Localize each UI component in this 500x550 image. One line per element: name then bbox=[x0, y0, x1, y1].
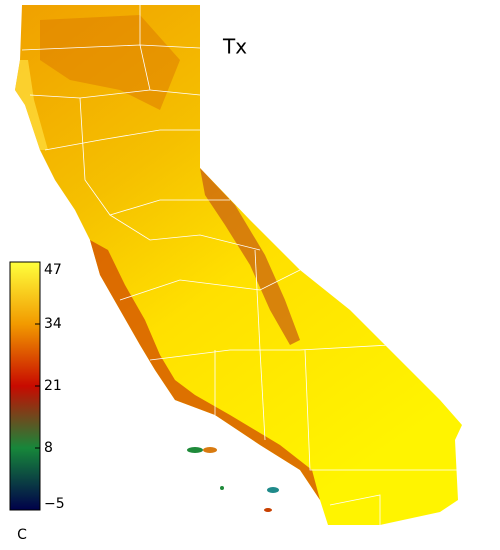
colorbar-tick-label: 21 bbox=[44, 378, 62, 394]
island bbox=[203, 447, 217, 453]
colorbar-tick-label: 47 bbox=[44, 262, 62, 278]
california bbox=[15, 5, 462, 525]
state-shape bbox=[15, 5, 462, 525]
county-line bbox=[44, 129, 200, 151]
colorbar-tick-label: 34 bbox=[44, 316, 62, 332]
colorbar: 47 34 21 8 −5 bbox=[9, 261, 65, 512]
map-title: Tx bbox=[222, 35, 247, 59]
colorbar-tick-label: −5 bbox=[44, 496, 65, 512]
island bbox=[220, 486, 224, 490]
island bbox=[264, 508, 272, 512]
north-mountains bbox=[40, 15, 180, 110]
islands bbox=[187, 447, 279, 512]
sierra-band bbox=[200, 168, 300, 345]
county-line bbox=[329, 494, 381, 525]
county-line bbox=[259, 349, 266, 441]
county-line bbox=[149, 344, 391, 361]
north-coast bbox=[15, 60, 48, 150]
county-line bbox=[304, 349, 460, 471]
island bbox=[187, 447, 203, 453]
county-line bbox=[139, 5, 201, 96]
coast-band bbox=[90, 240, 320, 500]
county-lines bbox=[21, 5, 460, 525]
county-line bbox=[109, 214, 261, 251]
colorbar-tick-label: 8 bbox=[44, 440, 53, 456]
island bbox=[267, 487, 279, 493]
county-line bbox=[119, 269, 301, 301]
colorbar-unit: C bbox=[17, 527, 27, 543]
county-line bbox=[254, 249, 261, 351]
